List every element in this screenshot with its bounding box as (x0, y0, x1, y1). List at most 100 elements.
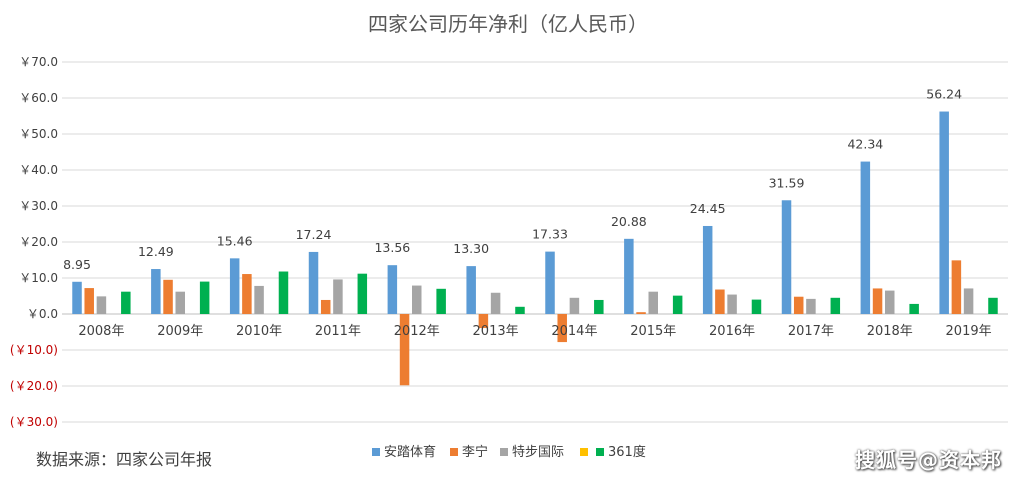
bar (121, 291, 131, 314)
x-tick-label: 2016年 (709, 324, 755, 339)
bar (727, 294, 737, 314)
x-tick-label: 2012年 (394, 324, 440, 339)
bar (333, 279, 343, 314)
data-label: 13.56 (374, 240, 410, 255)
legend-label: 特步国际 (512, 445, 564, 460)
bar (72, 281, 82, 314)
x-tick-label: 2018年 (867, 324, 913, 339)
bar (672, 295, 683, 314)
bar (436, 288, 446, 314)
y-tick-label: ￥40.0 (19, 163, 58, 177)
x-tick-label: 2015年 (630, 324, 676, 339)
bar (781, 200, 792, 314)
x-tick-label: 2019年 (946, 324, 992, 339)
bar (357, 273, 368, 314)
bar (84, 288, 94, 314)
legend-swatch (372, 448, 380, 456)
legend-label: 李宁 (462, 444, 488, 460)
legend-swatch (596, 448, 604, 456)
y-tick-label: ￥20.0 (19, 235, 58, 249)
legend-label: 361度 (608, 444, 646, 460)
bar (515, 306, 525, 314)
bar (951, 260, 962, 314)
data-label: 56.24 (926, 87, 962, 102)
bar (636, 312, 646, 314)
bar (399, 314, 410, 386)
data-label: 13.30 (453, 241, 489, 256)
y-tick-label: (￥10.0) (10, 343, 58, 357)
y-axis-ticks: ￥70.0 ￥60.0 ￥50.0 ￥40.0 ￥30.0 ￥20.0 ￥10.0 ￥0.0 (… (10, 55, 58, 429)
data-label: 17.33 (532, 227, 568, 242)
legend: 安踏体育 李宁 特步国际 361度 (372, 444, 646, 460)
bar (715, 289, 725, 314)
legend-label: 安踏体育 (384, 444, 436, 460)
bar (278, 271, 289, 314)
bar (229, 258, 240, 314)
data-label: 31.59 (769, 175, 805, 190)
bar (545, 251, 555, 314)
bar (702, 225, 713, 314)
bar (242, 274, 252, 314)
bar (151, 269, 161, 314)
watermark: 搜狐号@资本邦 (855, 448, 1002, 472)
bar (254, 285, 264, 314)
y-tick-label: ￥70.0 (19, 55, 58, 69)
data-label: 42.34 (847, 137, 883, 152)
data-labels: 8.95 12.49 15.46 17.24 13.56 13.30 17.33 20.88 2… (63, 87, 962, 272)
bar (939, 111, 949, 314)
y-tick-label: (￥30.0) (10, 415, 58, 429)
x-tick-label: 2017年 (788, 324, 834, 339)
data-label: 8.95 (63, 257, 91, 272)
legend-swatch (450, 448, 458, 456)
y-tick-label: ￥30.0 (19, 199, 58, 213)
data-label: 17.24 (296, 227, 332, 242)
bars (72, 111, 998, 386)
chart-title: 四家公司历年净利（亿人民币） (368, 12, 648, 36)
bar (199, 281, 210, 314)
bar (830, 297, 841, 314)
data-label: 15.46 (217, 233, 253, 248)
bar (624, 238, 634, 314)
y-tick-label: (￥20.0) (10, 379, 58, 393)
bar (569, 297, 580, 314)
x-tick-label: 2010年 (236, 324, 282, 339)
source-note: 数据来源：四家公司年报 (36, 450, 213, 469)
bar (478, 314, 489, 329)
bar (412, 285, 422, 314)
bar (308, 251, 319, 314)
bar (466, 266, 476, 314)
bar (963, 288, 974, 314)
bar (490, 292, 501, 314)
bar (163, 279, 173, 314)
y-tick-label: ￥50.0 (19, 127, 58, 141)
bar (96, 296, 107, 314)
y-tick-label: ￥60.0 (19, 91, 58, 105)
gridlines (62, 61, 1008, 423)
y-tick-label: ￥10.0 (19, 271, 58, 285)
x-tick-label: 2013年 (473, 324, 519, 339)
bar (387, 265, 398, 314)
bar (648, 291, 658, 314)
bar (793, 296, 804, 314)
legend-swatch (500, 448, 508, 456)
bar (175, 291, 185, 314)
bar (988, 297, 998, 314)
x-axis-ticks: 2008年 2009年 2010年 2011年 2012年 2013年 2014年 2015年… (78, 324, 991, 339)
bar (320, 299, 331, 314)
legend-swatch (580, 448, 588, 456)
x-tick-label: 2008年 (78, 324, 124, 339)
bar (885, 290, 895, 314)
bar (909, 303, 919, 314)
bar (806, 298, 816, 314)
data-label: 20.88 (611, 214, 647, 229)
x-tick-label: 2009年 (157, 324, 203, 339)
bar (594, 299, 604, 314)
bar (557, 314, 567, 343)
data-label: 24.45 (690, 201, 726, 216)
bar (860, 161, 871, 314)
bar (751, 299, 762, 314)
y-tick-label: ￥0.0 (27, 307, 58, 321)
x-tick-label: 2014年 (551, 324, 597, 339)
data-label: 12.49 (138, 244, 174, 259)
